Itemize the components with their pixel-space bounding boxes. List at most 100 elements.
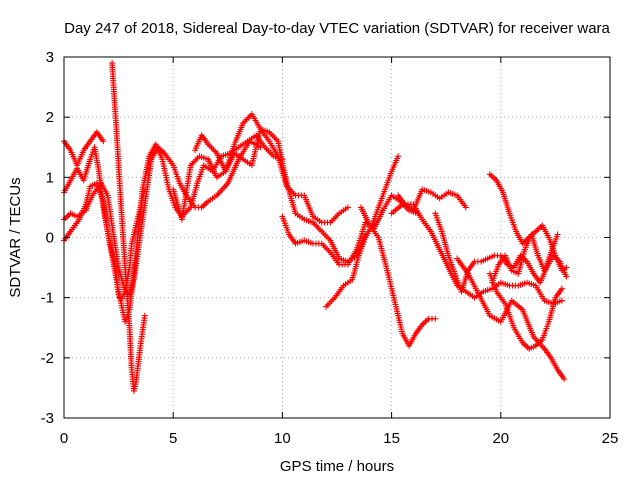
trace-mark bbox=[103, 190, 110, 197]
trace-mark bbox=[230, 143, 237, 150]
series-arc-10 bbox=[358, 204, 439, 349]
trace-mark bbox=[234, 158, 241, 165]
trace-mark bbox=[285, 229, 292, 236]
trace-mark bbox=[137, 345, 144, 352]
x-tick-label: 15 bbox=[383, 430, 400, 447]
series-line bbox=[281, 194, 419, 266]
trace-mark bbox=[79, 149, 86, 156]
trace-mark bbox=[339, 284, 346, 291]
series-arc-12 bbox=[395, 186, 469, 214]
trace-mark bbox=[342, 261, 349, 268]
trace-mark bbox=[202, 155, 209, 162]
y-tick-label: -1 bbox=[41, 290, 54, 307]
trace-mark bbox=[444, 262, 451, 269]
trace-mark bbox=[529, 331, 536, 338]
trace-mark bbox=[500, 298, 507, 305]
trace-mark bbox=[485, 310, 492, 317]
y-tick-label: 2 bbox=[46, 109, 54, 126]
trace-mark bbox=[86, 158, 93, 165]
trace-mark bbox=[556, 298, 563, 305]
trace-mark bbox=[242, 139, 249, 146]
y-tick-label: -3 bbox=[41, 410, 54, 427]
trace-mark bbox=[451, 268, 458, 275]
trace-mark bbox=[398, 328, 405, 335]
x-tick-label: 0 bbox=[60, 430, 68, 447]
trace-mark bbox=[387, 170, 394, 177]
trace-mark bbox=[374, 232, 381, 239]
y-tick-label: 0 bbox=[46, 230, 54, 247]
trace-mark bbox=[307, 218, 314, 225]
trace-mark bbox=[66, 230, 73, 237]
trace-mark bbox=[381, 188, 388, 195]
trace-mark bbox=[495, 317, 502, 324]
trace-mark bbox=[517, 305, 524, 312]
series-arc-16 bbox=[486, 270, 565, 352]
trace-mark bbox=[545, 320, 552, 327]
trace-mark bbox=[283, 181, 290, 188]
trace-mark bbox=[298, 192, 305, 199]
trace-mark bbox=[507, 299, 514, 306]
trace-mark bbox=[411, 332, 418, 339]
trace-mark bbox=[512, 226, 519, 233]
trace-mark bbox=[299, 214, 306, 221]
trace-mark bbox=[553, 364, 560, 371]
y-axis-label: SDTVAR / TECUs bbox=[7, 177, 24, 297]
trace-mark bbox=[551, 250, 558, 257]
trace-mark bbox=[148, 158, 155, 165]
series-arc-8 bbox=[279, 192, 421, 268]
trace-mark bbox=[392, 301, 399, 308]
trace-mark bbox=[361, 236, 368, 243]
trace-mark bbox=[260, 142, 267, 149]
trace-mark bbox=[557, 287, 564, 294]
trace-mark bbox=[408, 205, 415, 212]
y-tick-label: -2 bbox=[41, 350, 54, 367]
trace-mark bbox=[159, 148, 166, 155]
trace-mark bbox=[394, 155, 401, 162]
trace-mark bbox=[470, 260, 477, 267]
trace-mark bbox=[530, 343, 537, 350]
trace-mark bbox=[451, 191, 458, 198]
trace-mark bbox=[513, 269, 520, 276]
trace-mark bbox=[212, 148, 219, 155]
trace-mark bbox=[91, 181, 98, 188]
series-arc-7 bbox=[192, 111, 351, 226]
trace-mark bbox=[175, 178, 182, 185]
trace-mark bbox=[139, 218, 146, 225]
trace-mark bbox=[530, 281, 537, 288]
trace-mark bbox=[185, 206, 192, 213]
trace-mark bbox=[99, 196, 106, 203]
trace-mark bbox=[417, 214, 424, 221]
trace-mark bbox=[547, 251, 554, 258]
trace-mark bbox=[309, 211, 316, 218]
trace-mark bbox=[307, 239, 314, 246]
trace-mark bbox=[489, 253, 496, 260]
trace-mark bbox=[141, 315, 148, 322]
trace-mark bbox=[544, 232, 551, 239]
trace-mark bbox=[203, 139, 210, 146]
trace-mark bbox=[334, 212, 341, 219]
trace-mark bbox=[492, 286, 499, 293]
trace-mark bbox=[246, 160, 253, 167]
trace-mark bbox=[324, 219, 331, 226]
trace-mark bbox=[199, 164, 206, 171]
trace-mark bbox=[330, 296, 337, 303]
trace-mark bbox=[104, 226, 111, 233]
trace-mark bbox=[512, 282, 519, 289]
trace-mark bbox=[273, 151, 280, 158]
x-tick-label: 5 bbox=[169, 430, 177, 447]
trace-mark bbox=[145, 155, 152, 162]
trace-mark bbox=[165, 184, 172, 191]
trace-mark bbox=[504, 281, 511, 288]
trace-mark bbox=[553, 233, 560, 240]
x-tick-label: 10 bbox=[274, 430, 291, 447]
trace-mark bbox=[352, 248, 359, 255]
trace-mark bbox=[132, 381, 139, 388]
trace-mark bbox=[461, 202, 468, 209]
trace-mark bbox=[505, 208, 512, 215]
trace-mark bbox=[429, 315, 436, 322]
series-layer bbox=[61, 60, 570, 394]
trace-mark bbox=[325, 247, 332, 254]
trace-mark bbox=[316, 226, 323, 233]
